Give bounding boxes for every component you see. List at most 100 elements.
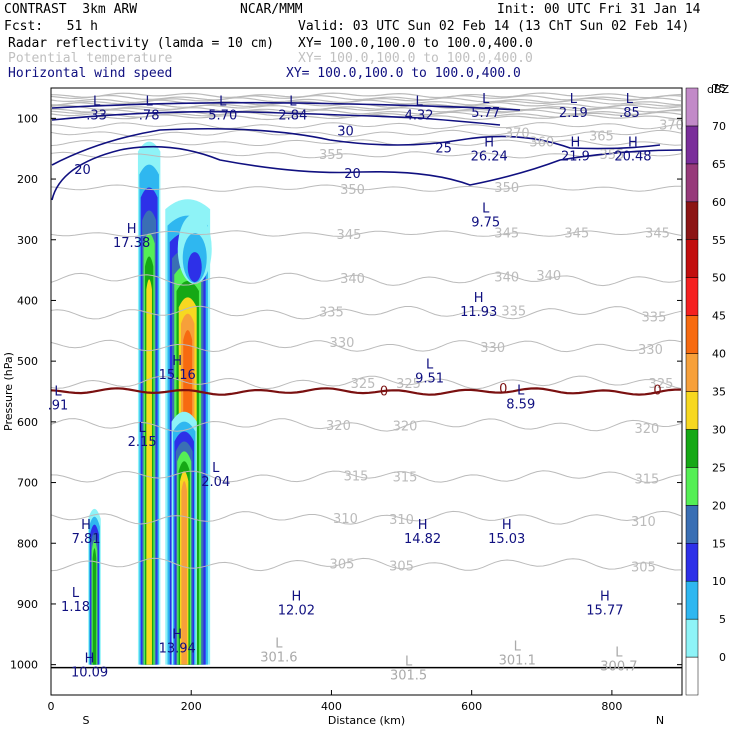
zero-contour-line <box>50 387 681 396</box>
wind-extremum-9-type: L <box>54 385 62 400</box>
theta-label-345-2: 345 <box>564 227 589 242</box>
x-end-label-right: N <box>656 714 664 727</box>
wind-extremum-7-type: L <box>426 357 434 372</box>
theta-extremum-1-type: L <box>405 655 413 670</box>
wind-extremum-27-type: L <box>626 92 634 107</box>
colorbar-unit: dBZ <box>707 83 730 96</box>
wind-extremum-27-value: .85 <box>619 106 640 121</box>
wind-extremum-13-value: 14.82 <box>404 532 441 547</box>
wind-extremum-15-value: 1.18 <box>61 600 90 615</box>
wind-extremum-1-type: H <box>571 136 581 151</box>
zero-label-2: 0 <box>653 383 661 398</box>
wind-extremum-25-type: L <box>482 92 490 107</box>
field-wind-xy: XY= 100.0,100.0 to 100.0,400.0 <box>286 66 521 81</box>
colorbar-label-20: 20 <box>712 499 726 512</box>
colorbar-label-65: 65 <box>712 158 726 171</box>
model-title: CONTRAST 3km ARW <box>4 2 138 17</box>
theta-label-315-2: 315 <box>635 473 660 488</box>
wind-extremum-20-type: L <box>93 94 101 109</box>
y-tick-label-600: 600 <box>17 416 38 429</box>
colorbar-label-70: 70 <box>712 120 726 133</box>
theta-label-320-1: 320 <box>393 420 418 435</box>
wind-extremum-12-type: H <box>81 518 91 533</box>
theta-label-335-2: 335 <box>642 310 667 325</box>
theta-label-310-1: 310 <box>389 513 414 528</box>
wind-extremum-23-value: 2.84 <box>278 108 307 123</box>
theta-contour-upper-6 <box>51 107 682 113</box>
theta-contour-upper-0 <box>50 92 682 99</box>
wind-extremum-22-type: L <box>219 94 227 109</box>
wind-label-20-0: 20 <box>74 163 91 178</box>
theta-contour-365 <box>50 129 682 138</box>
reflectivity-cell-3-level-40 <box>181 481 188 665</box>
theta-label-325-0: 325 <box>351 377 376 392</box>
colorbar-swatch-0 <box>685 656 699 696</box>
x-tick-label-600: 600 <box>461 700 482 713</box>
theta-label-330-0: 330 <box>330 336 355 351</box>
wind-extremum-2-value: 20.48 <box>614 150 651 165</box>
wind-extremum-21-value: .78 <box>139 108 160 123</box>
theta-label-370-1: 370 <box>659 119 684 134</box>
theta-label-340-1: 340 <box>494 270 519 285</box>
wind-extremum-9-value: .91 <box>48 399 69 414</box>
theta-label-355-0: 355 <box>319 148 344 163</box>
colorbar-swatch-50 <box>685 277 699 316</box>
theta-label-360-0: 360 <box>529 136 554 151</box>
wind-extremum-3-value: 9.75 <box>471 215 500 230</box>
theta-label-355-1: 355 <box>599 148 624 163</box>
zero-label-0: 0 <box>380 385 388 400</box>
wind-extremum-6-value: 15.16 <box>159 368 196 383</box>
theta-contour-370 <box>50 122 682 130</box>
wind-extremum-19-value: 10.09 <box>71 666 108 681</box>
wind-extremum-11-type: L <box>212 461 220 476</box>
wind-extremum-6-type: H <box>172 354 182 369</box>
colorbar-label-35: 35 <box>712 386 726 399</box>
wind-contour-line-1 <box>51 127 661 166</box>
theta-label-305-2: 305 <box>631 561 656 576</box>
wind-extremum-5-value: 11.93 <box>460 305 497 320</box>
wind-extremum-12-value: 7.81 <box>72 532 101 547</box>
wind-extremum-22-value: 5.70 <box>208 108 237 123</box>
colorbar-label-10: 10 <box>712 575 726 588</box>
reflectivity-shading <box>88 141 212 665</box>
y-axis-label: Pressure (hPa) <box>2 352 15 431</box>
wind-extremum-8-type: L <box>517 383 525 398</box>
theta-label-345-3: 345 <box>645 227 670 242</box>
theta-label-305-1: 305 <box>389 559 414 574</box>
theta-label-340-2: 340 <box>536 269 561 284</box>
theta-contour-335 <box>50 305 682 320</box>
wind-extremum-18-value: 13.94 <box>159 641 196 656</box>
institution: NCAR/MMM <box>240 2 303 17</box>
colorbar-swatch-35 <box>685 391 699 430</box>
theta-label-305-0: 305 <box>330 557 355 572</box>
theta-contour-325 <box>50 375 682 390</box>
colorbar-swatch-30 <box>685 429 699 468</box>
y-tick-label-300: 300 <box>17 234 38 247</box>
colorbar-label-25: 25 <box>712 461 726 474</box>
colorbar-label-40: 40 <box>712 348 726 361</box>
x-tick-label-0: 0 <box>48 700 55 713</box>
wind-contour-line-2 <box>51 110 501 126</box>
wind-extremum-25-value: 5.77 <box>471 106 500 121</box>
reflectivity-cell-0-level-30 <box>92 548 97 665</box>
y-tick-label-400: 400 <box>17 294 38 307</box>
x-tick-label-200: 200 <box>181 700 202 713</box>
wind-extremum-10-type: L <box>139 421 147 436</box>
colorbar-swatch-10 <box>685 580 699 620</box>
reflectivity-cell-1-level-35 <box>146 279 152 665</box>
wind-contour-line-0 <box>51 145 683 201</box>
wind-extremum-23-type: L <box>289 94 297 109</box>
theta-contour-305 <box>50 557 682 572</box>
theta-label-350-0: 350 <box>340 183 365 198</box>
theta-label-340-0: 340 <box>340 272 365 287</box>
x-tick-label-800: 800 <box>601 700 622 713</box>
wind-extremum-4-type: H <box>127 222 137 237</box>
x-end-label-left: S <box>83 714 90 727</box>
field-wind: Horizontal wind speed <box>8 66 173 81</box>
init-time: Init: 00 UTC Fri 31 Jan 14 <box>497 2 701 17</box>
theta-label-320-0: 320 <box>326 419 351 434</box>
theta-label-370-0: 370 <box>505 127 530 142</box>
theta-contour-350 <box>50 184 682 192</box>
